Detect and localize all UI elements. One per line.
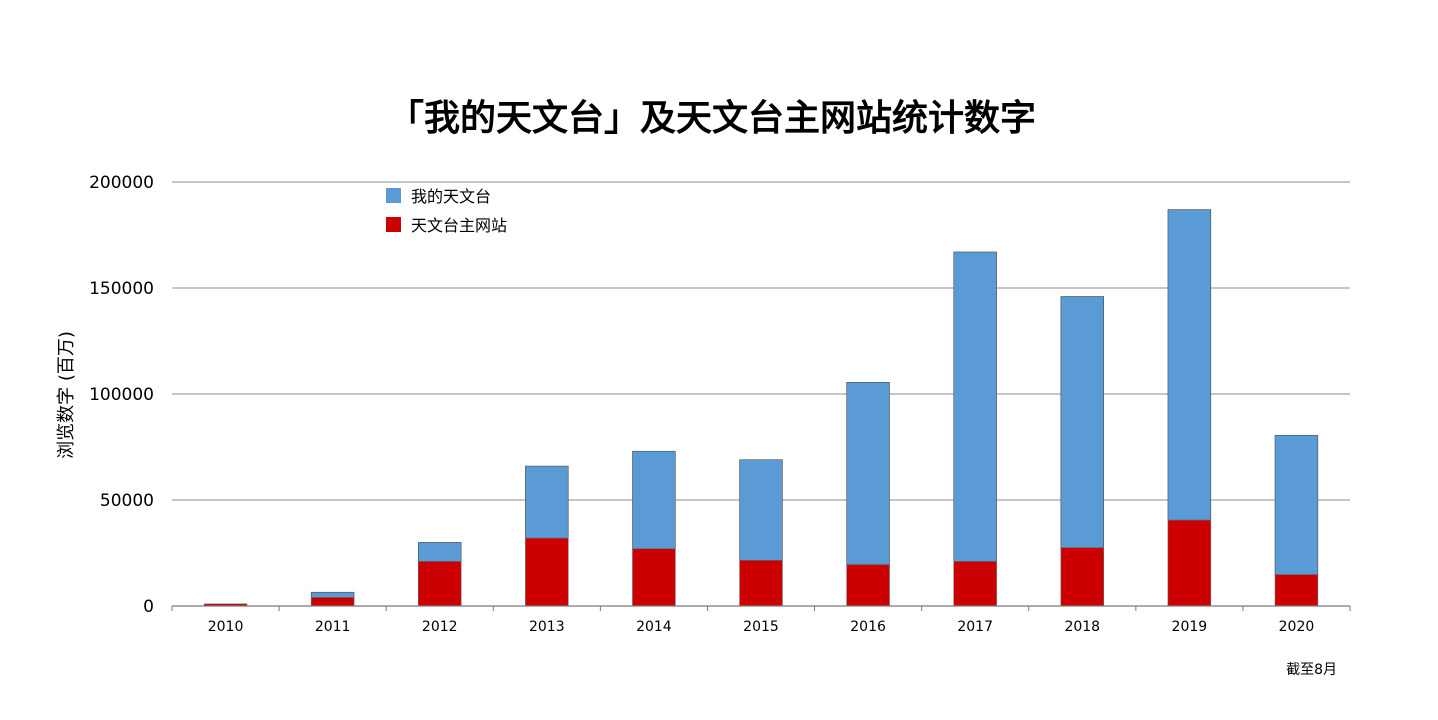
x-tick-label: 2019 [1172,619,1208,635]
y-tick-label: 200000 [89,173,154,193]
bar-2019-main-website [1167,519,1212,607]
annotation-note: 截至8月 [1286,662,1337,678]
x-tick-label: 2015 [743,619,779,635]
bar-2017-my-observatory [953,251,997,562]
legend-label: 天文台主网站 [411,216,507,235]
bar-2012-main-website [418,561,462,607]
x-axis [171,605,1351,611]
bar-2013-my-observatory [525,465,569,539]
bar-2015-main-website [739,560,783,607]
bar-2016-main-website [846,564,890,607]
chart-title: 「我的天文台」及天文台主网站统计数字 [388,98,1036,139]
bar-2011-main-website [310,597,355,607]
bar-2016-my-observatory [846,382,890,565]
y-tick-label: 150000 [89,279,154,299]
bar-2013-main-website [525,537,569,607]
x-tick-label: 2012 [422,619,458,635]
bar-2019-my-observatory [1167,209,1212,521]
x-tick-label: 2013 [529,619,565,635]
bar-2011-my-observatory [310,591,355,598]
bar-2015-my-observatory [739,459,783,561]
bar-2020-main-website [1274,574,1319,607]
y-tick-label: 100000 [89,385,154,405]
y-axis-ticks: 0 50000 100000 150000 200000 [89,173,154,617]
bar-2018-main-website [1060,547,1104,607]
legend-swatch [386,217,401,232]
bar-2014-my-observatory [632,450,676,550]
x-tick-label: 2016 [850,619,886,635]
bar-2012-my-observatory [418,542,462,562]
x-tick-label: 2011 [315,619,351,635]
bars [203,209,1319,607]
bar-2018-my-observatory [1060,296,1104,549]
x-tick-label: 2020 [1279,619,1315,635]
x-tick-label: 2014 [636,619,672,635]
y-tick-label: 50000 [100,491,154,511]
y-tick-label: 0 [143,597,154,617]
bar-2020-my-observatory [1274,435,1319,575]
legend-swatch [386,188,401,203]
x-axis-ticks: 2010 2011 2012 2013 2014 2015 2016 2017 2018 2019… [208,619,1315,635]
x-tick-label: 2010 [208,619,244,635]
bar-2014-main-website [632,548,676,607]
x-tick-label: 2017 [957,619,993,635]
legend-label: 我的天文台 [411,187,491,206]
bar-2017-main-website [953,561,997,607]
y-axis-label: 浏览数字 (百万) [56,331,77,459]
x-tick-label: 2018 [1064,619,1100,635]
